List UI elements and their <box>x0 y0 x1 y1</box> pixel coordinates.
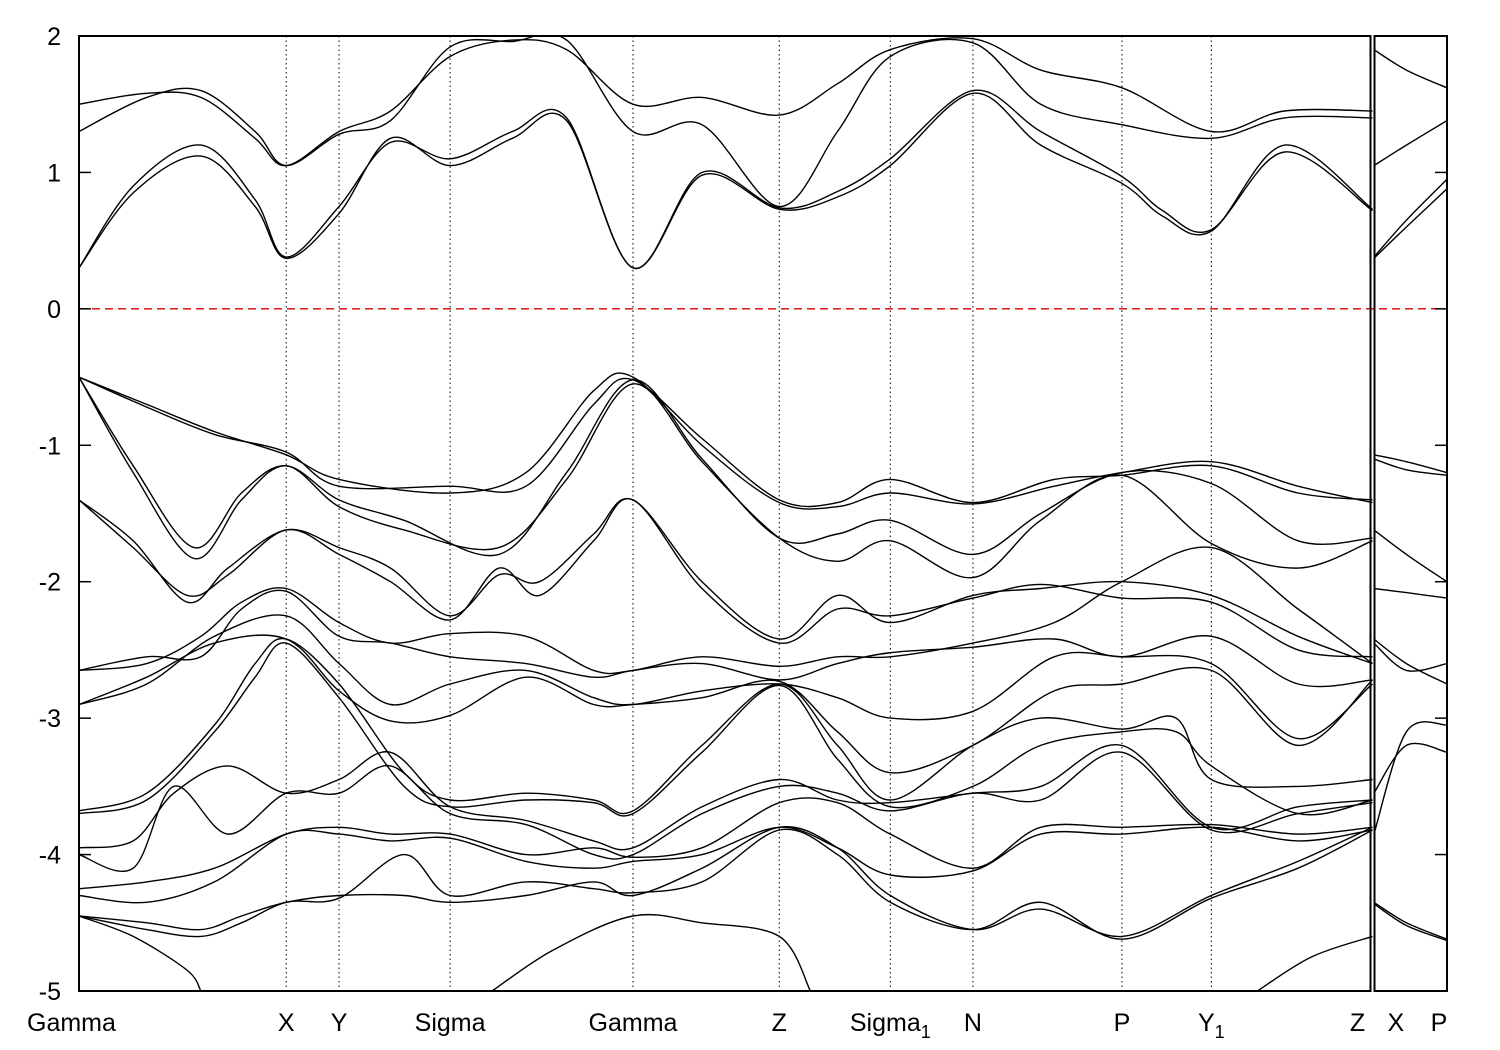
kpoint-label-5: Z <box>772 1009 787 1037</box>
band-line-7 <box>79 376 1373 579</box>
band-line-29 <box>1373 454 1447 474</box>
side-panel-frame <box>1373 35 1449 992</box>
band-line-30 <box>1373 458 1447 476</box>
band-line-8 <box>79 497 1373 665</box>
y-tick-label-6: -4 <box>39 842 61 870</box>
band-line-24 <box>1257 935 1373 991</box>
y-tick-label-7: -5 <box>39 978 61 1006</box>
band-line-26 <box>1373 178 1447 258</box>
kpoint-label-6: Sigma1 <box>850 1009 931 1042</box>
kpoint-label-7: N <box>964 1009 982 1037</box>
x-axis-kpoint-labels: Gamma X Y Sigma Gamma Z Sigma1 N P Y1 Z X P <box>27 1009 1447 1042</box>
kpoint-label-2: Y <box>331 1009 348 1037</box>
band-line-2 <box>79 36 1373 208</box>
band-line-1 <box>79 89 1373 269</box>
band-line-4 <box>79 372 1373 510</box>
kpoint-label-12: P <box>1431 1009 1448 1037</box>
band-line-9 <box>79 497 1373 658</box>
band-line-14 <box>79 637 1373 815</box>
band-line-38 <box>1373 903 1447 942</box>
band-line-33 <box>1373 638 1447 685</box>
band-line-31 <box>1373 529 1447 583</box>
kpoint-label-0: Gamma <box>27 1009 116 1037</box>
y-tick-label-2: 0 <box>47 296 61 324</box>
plot-frames <box>78 35 1449 992</box>
kpoint-lines <box>285 36 1212 991</box>
y-tick-label-1: 1 <box>47 159 61 187</box>
band-line-32 <box>1373 587 1447 599</box>
y-tick-label-3: -1 <box>39 432 61 460</box>
band-line-18 <box>79 797 1373 890</box>
kpoint-label-9: Y1 <box>1198 1009 1225 1042</box>
band-line-17 <box>79 751 1373 873</box>
main-panel-frame <box>78 35 1372 992</box>
y-tick-label-5: -3 <box>39 705 61 733</box>
y-tick-label-4: -2 <box>39 569 61 597</box>
kpoint-label-11: X <box>1388 1009 1405 1037</box>
kpoint-label-10: Z <box>1350 1009 1365 1037</box>
band-line-15 <box>79 642 1373 817</box>
band-line-37 <box>1373 901 1447 940</box>
band-line-27 <box>1373 120 1447 167</box>
band-line-23 <box>491 913 812 991</box>
band-line-3 <box>79 37 1373 167</box>
band-line-12 <box>79 614 1373 740</box>
band-line-25 <box>1373 188 1447 259</box>
y-tick-label-0: 2 <box>47 23 61 51</box>
band-line-16 <box>79 743 1373 851</box>
y-axis-ticks: 2 1 0 -1 -2 -3 -4 -5 <box>39 23 1447 1006</box>
band-line-13 <box>79 634 1373 774</box>
band-line-21 <box>79 828 1373 940</box>
band-line-28 <box>1373 49 1447 89</box>
band-lines <box>79 36 1447 991</box>
kpoint-label-3: Sigma <box>415 1009 486 1037</box>
band-line-10 <box>79 546 1373 675</box>
band-line-22 <box>79 915 202 991</box>
kpoint-label-1: X <box>278 1009 295 1037</box>
band-line-20 <box>79 826 1373 938</box>
kpoint-label-8: P <box>1114 1009 1131 1037</box>
kpoint-label-4: Gamma <box>589 1009 678 1037</box>
band-line-35 <box>1373 742 1447 794</box>
band-line-19 <box>79 826 1373 904</box>
band-line-34 <box>1373 642 1447 672</box>
band-line-36 <box>1373 721 1447 835</box>
